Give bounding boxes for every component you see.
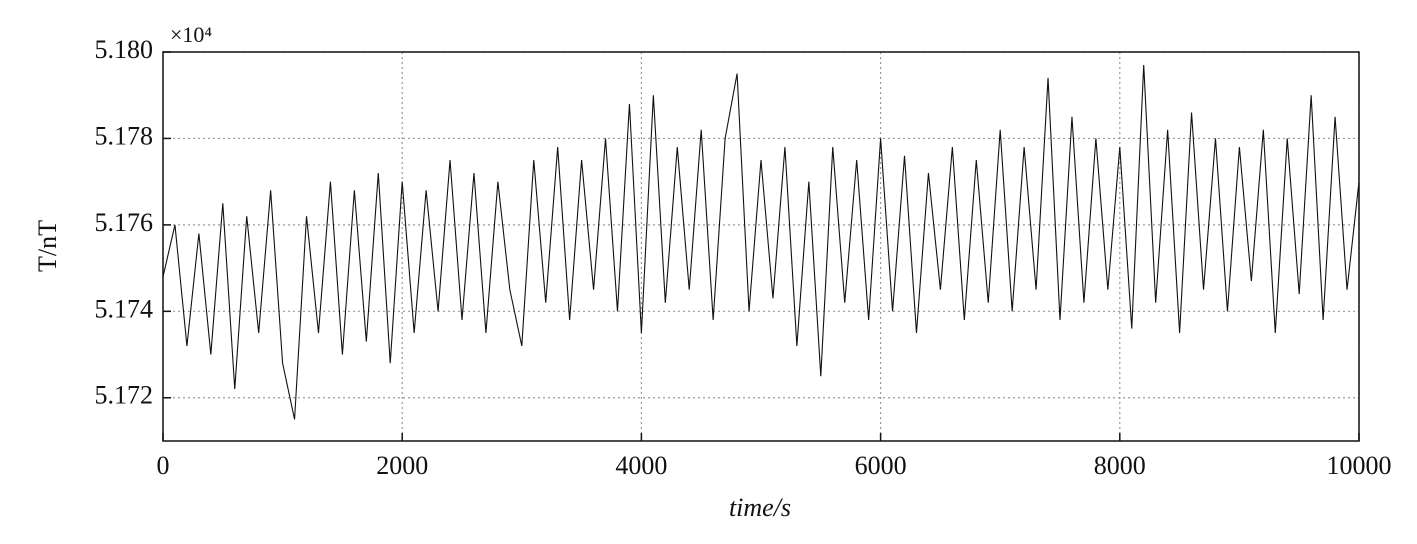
x-tick-label: 4000: [615, 451, 667, 480]
x-tick-label: 10000: [1327, 451, 1392, 480]
y-multiplier: ×10⁴: [170, 22, 212, 47]
x-tick-label: 8000: [1094, 451, 1146, 480]
data-line: [162, 64, 1360, 420]
x-axis-label: time/s: [729, 493, 791, 522]
x-tick-label: 0: [157, 451, 170, 480]
y-tick-label: 5.176: [95, 208, 154, 237]
x-tick-label: 2000: [376, 451, 428, 480]
plot-frame: [162, 51, 1360, 442]
y-tick-label: 5.172: [95, 381, 154, 410]
y-tick-label: 5.178: [95, 121, 154, 150]
x-tick-label: 6000: [855, 451, 907, 480]
y-tick-label: 5.180: [95, 35, 154, 64]
y-axis-label: T/nT: [33, 220, 62, 272]
y-tick-label: 5.174: [95, 294, 154, 323]
